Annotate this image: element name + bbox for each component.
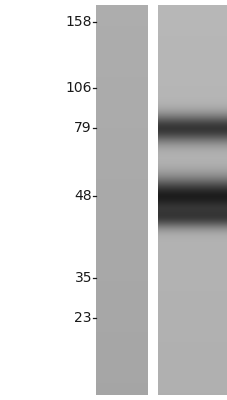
Bar [147,5,157,395]
Text: 79: 79 [74,121,92,135]
Text: 158: 158 [65,15,92,29]
Text: 48: 48 [74,189,92,203]
Text: 35: 35 [74,271,92,285]
Text: 23: 23 [74,311,92,325]
Text: 106: 106 [65,81,92,95]
